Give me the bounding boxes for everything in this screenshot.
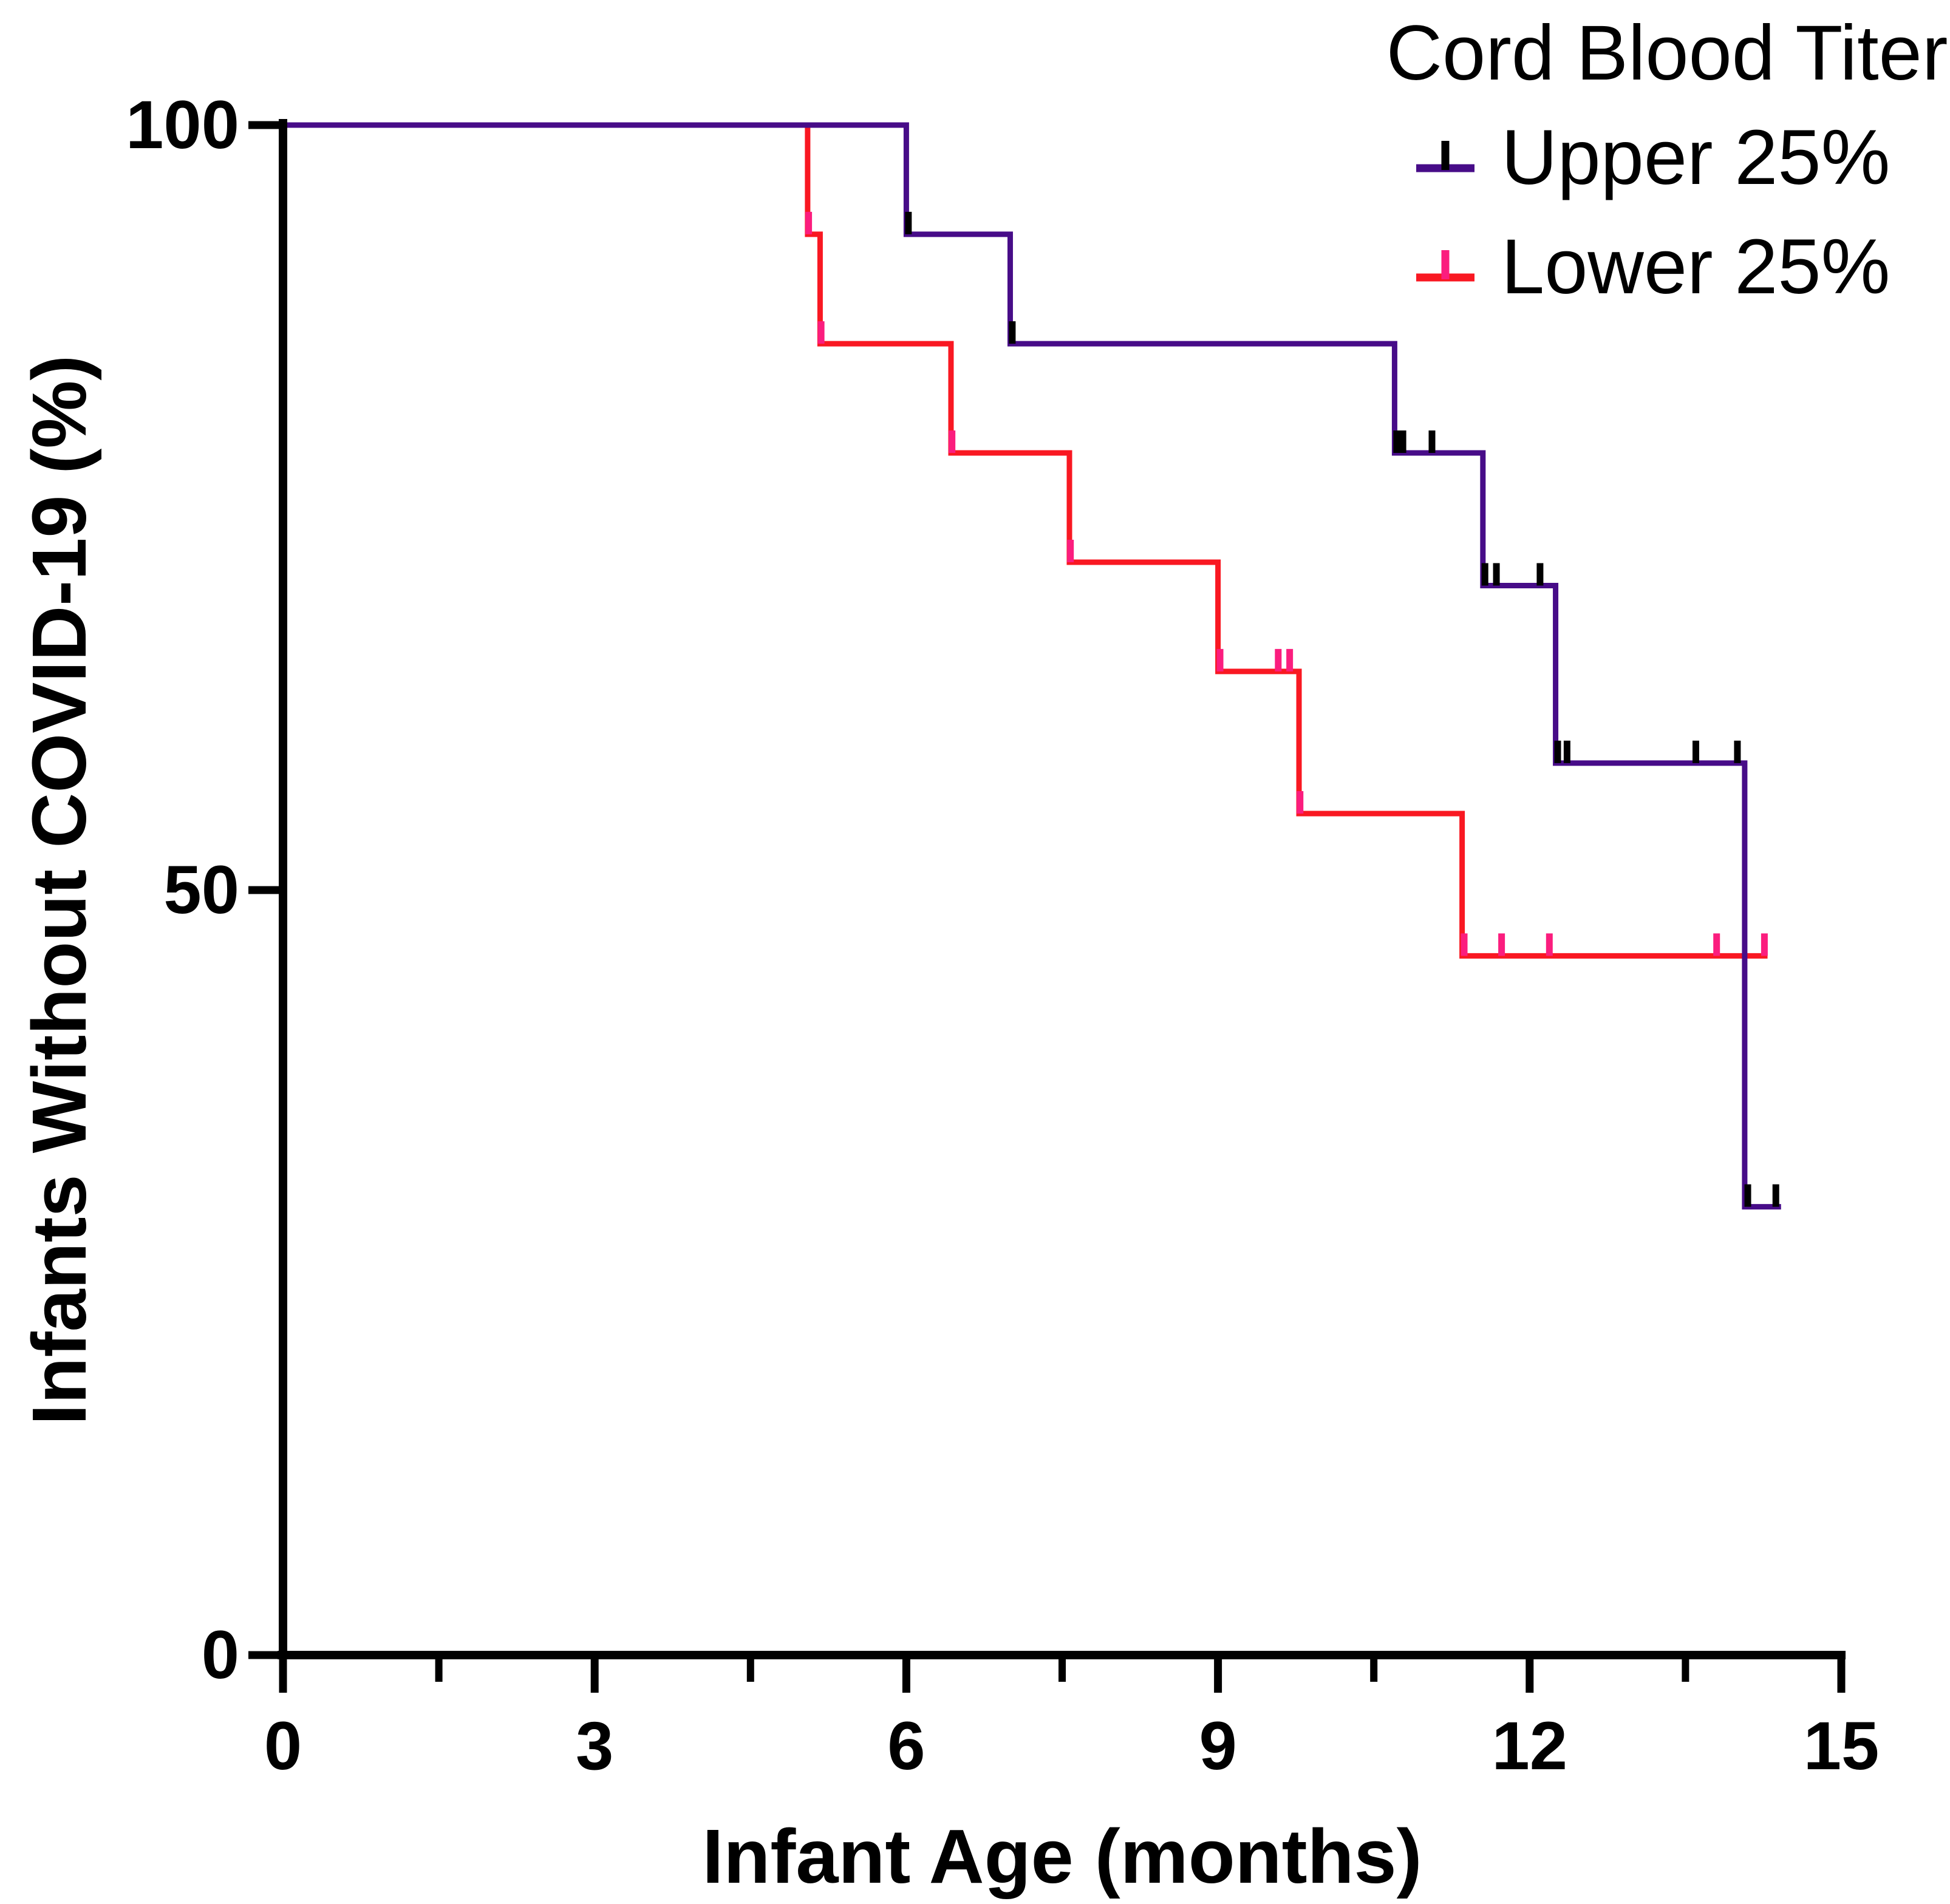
lower-25-survival-curve [283,122,1768,959]
km-censor-line-icon [1416,141,1474,172]
y-tick-label: 100 [126,87,239,163]
legend-item-lower-25: Lower 25% [1415,219,1890,316]
x-tick-label: 12 [1491,1708,1568,1784]
legend-title: Cord Blood Titer [1386,10,1948,97]
x-tick-label: 0 [264,1708,302,1784]
y-tick-label: 0 [201,1617,239,1693]
legend-label-upper-25: Upper 25% [1501,114,1890,201]
x-tick-label: 15 [1803,1708,1880,1784]
x-tick-label: 3 [576,1708,614,1784]
upper-25-survival-curve [283,122,1781,1210]
x-tick-label: 9 [1199,1708,1237,1784]
y-tick-label: 50 [163,852,239,928]
x-tick-label: 6 [887,1708,926,1784]
legend-item-upper-25: Upper 25% [1415,109,1890,206]
x-axis-title: Infant Age (months) [702,1814,1422,1899]
legend-label-lower-25: Lower 25% [1501,223,1890,310]
km-censor-line-icon [1416,250,1474,282]
